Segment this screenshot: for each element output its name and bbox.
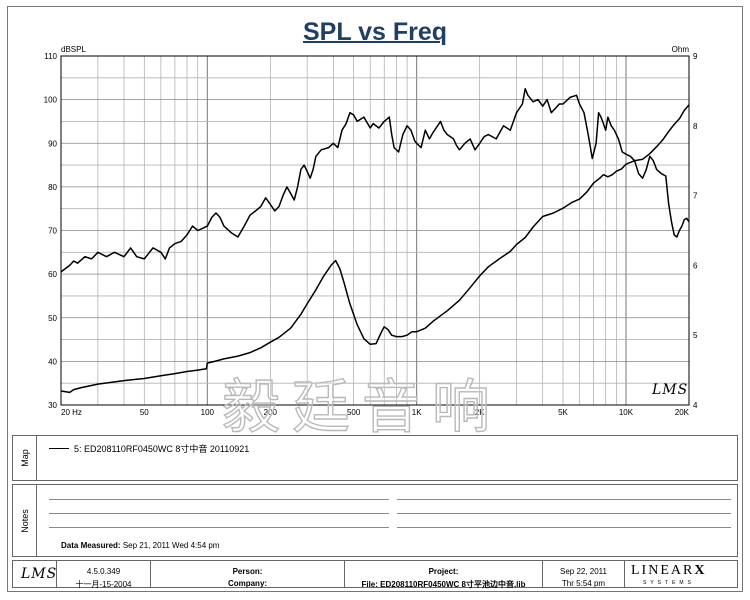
left-tick-label: 80 [48, 183, 57, 192]
x-tick-label: 5K [558, 408, 568, 417]
note-line [49, 527, 389, 528]
lms-logo: LMS [21, 566, 58, 582]
project-label: Project: [428, 567, 459, 576]
legend-entry: 5: ED208110RF0450WC 8寸中音 20110921 [74, 444, 250, 454]
x-tick-label: 10K [619, 408, 634, 417]
right-tick-label: 9 [693, 52, 698, 61]
left-tick-label: 100 [44, 96, 58, 105]
map-panel-label: Map [13, 436, 37, 480]
note-line [49, 499, 389, 500]
spl-curve [60, 87, 690, 273]
footer-panel: LMS 4.5.0.349 十一月-15-2004 Person: Compan… [12, 560, 738, 589]
x-tick-label: 100 [201, 408, 215, 417]
series-group [60, 87, 690, 394]
legend-line-swatch [49, 448, 69, 449]
plot-border [60, 55, 690, 406]
x-tick-label: 500 [347, 408, 361, 417]
left-tick-label: 30 [48, 401, 57, 410]
left-tick-label: 60 [48, 270, 57, 279]
x-tick-label: 20K [675, 408, 690, 417]
company-label: Company: [227, 579, 268, 588]
left-tick-label: 110 [44, 52, 57, 61]
impedance-curve [60, 104, 690, 394]
left-tick-label: 40 [48, 357, 57, 366]
notes-panel-label: Notes [13, 485, 37, 556]
right-tick-label: 5 [693, 331, 698, 340]
left-axis-ticks: 30 40 50 60 70 80 90 100 110 [44, 52, 58, 410]
footer-version-cell: 4.5.0.349 十一月-15-2004 [57, 561, 151, 589]
version: 4.5.0.349 [86, 567, 121, 576]
x-tick-label: 200 [264, 408, 278, 417]
watermark: 毅廷音响 [221, 372, 503, 441]
note-line [397, 527, 731, 528]
person-label: Person: [232, 567, 263, 576]
project-file: File: ED208110RF0450WC 8寸平池边中音.lib [361, 580, 526, 589]
left-tick-label: 70 [48, 227, 57, 236]
footer-project-cell: Project: File: ED208110RF0450WC 8寸平池边中音.… [345, 561, 543, 589]
linearx-logo: LINEARX [631, 563, 707, 578]
build-date: 十一月-15-2004 [75, 580, 132, 589]
map-panel: Map 5: ED208110RF0450WC 8寸中音 20110921 [12, 435, 738, 481]
right-axis-ticks: 4 5 6 7 8 9 [693, 52, 698, 410]
footer-logo-cell: LMS [13, 561, 57, 587]
note-line [49, 513, 389, 514]
date-measured: Data Measured: Sep 21, 2011 Wed 4:54 pm [61, 541, 220, 550]
chart-lms-logo: LMS [652, 382, 689, 398]
right-tick-label: 6 [693, 261, 698, 270]
right-tick-label: 4 [693, 401, 698, 410]
x-tick-label: 1K [412, 408, 422, 417]
x-tick-label: 2K [475, 408, 485, 417]
footer-person-cell: Person: Company: [151, 561, 345, 588]
linearx-systems-text: SYSTEMS [643, 580, 695, 586]
footer-date-cell: Sep 22, 2011 Thr 5:54 pm [543, 561, 625, 588]
grid [61, 56, 689, 405]
right-tick-label: 8 [693, 122, 698, 131]
left-tick-label: 90 [48, 139, 57, 148]
right-tick-label: 7 [693, 192, 698, 201]
note-line [397, 513, 731, 514]
note-line [397, 499, 731, 500]
right-axis-unit: Ohm [672, 45, 690, 54]
x-tick-label: 50 [140, 408, 149, 417]
chart-title: SPL vs Freq [302, 18, 448, 46]
notes-panel: Notes Data Measured: Sep 21, 2011 Wed 4:… [12, 484, 738, 557]
report-date: Sep 22, 2011 [559, 567, 607, 576]
left-axis-unit: dBSPL [61, 45, 86, 54]
x-axis-ticks: 20 Hz 50 100 200 500 1K 2K 5K 10K 20K [61, 408, 690, 417]
report-time: Thr 5:54 pm [561, 579, 606, 588]
footer-brand-cell: LINEARX SYSTEMS [625, 561, 737, 587]
x-tick-label: 20 Hz [61, 408, 82, 417]
left-tick-label: 50 [48, 314, 57, 323]
